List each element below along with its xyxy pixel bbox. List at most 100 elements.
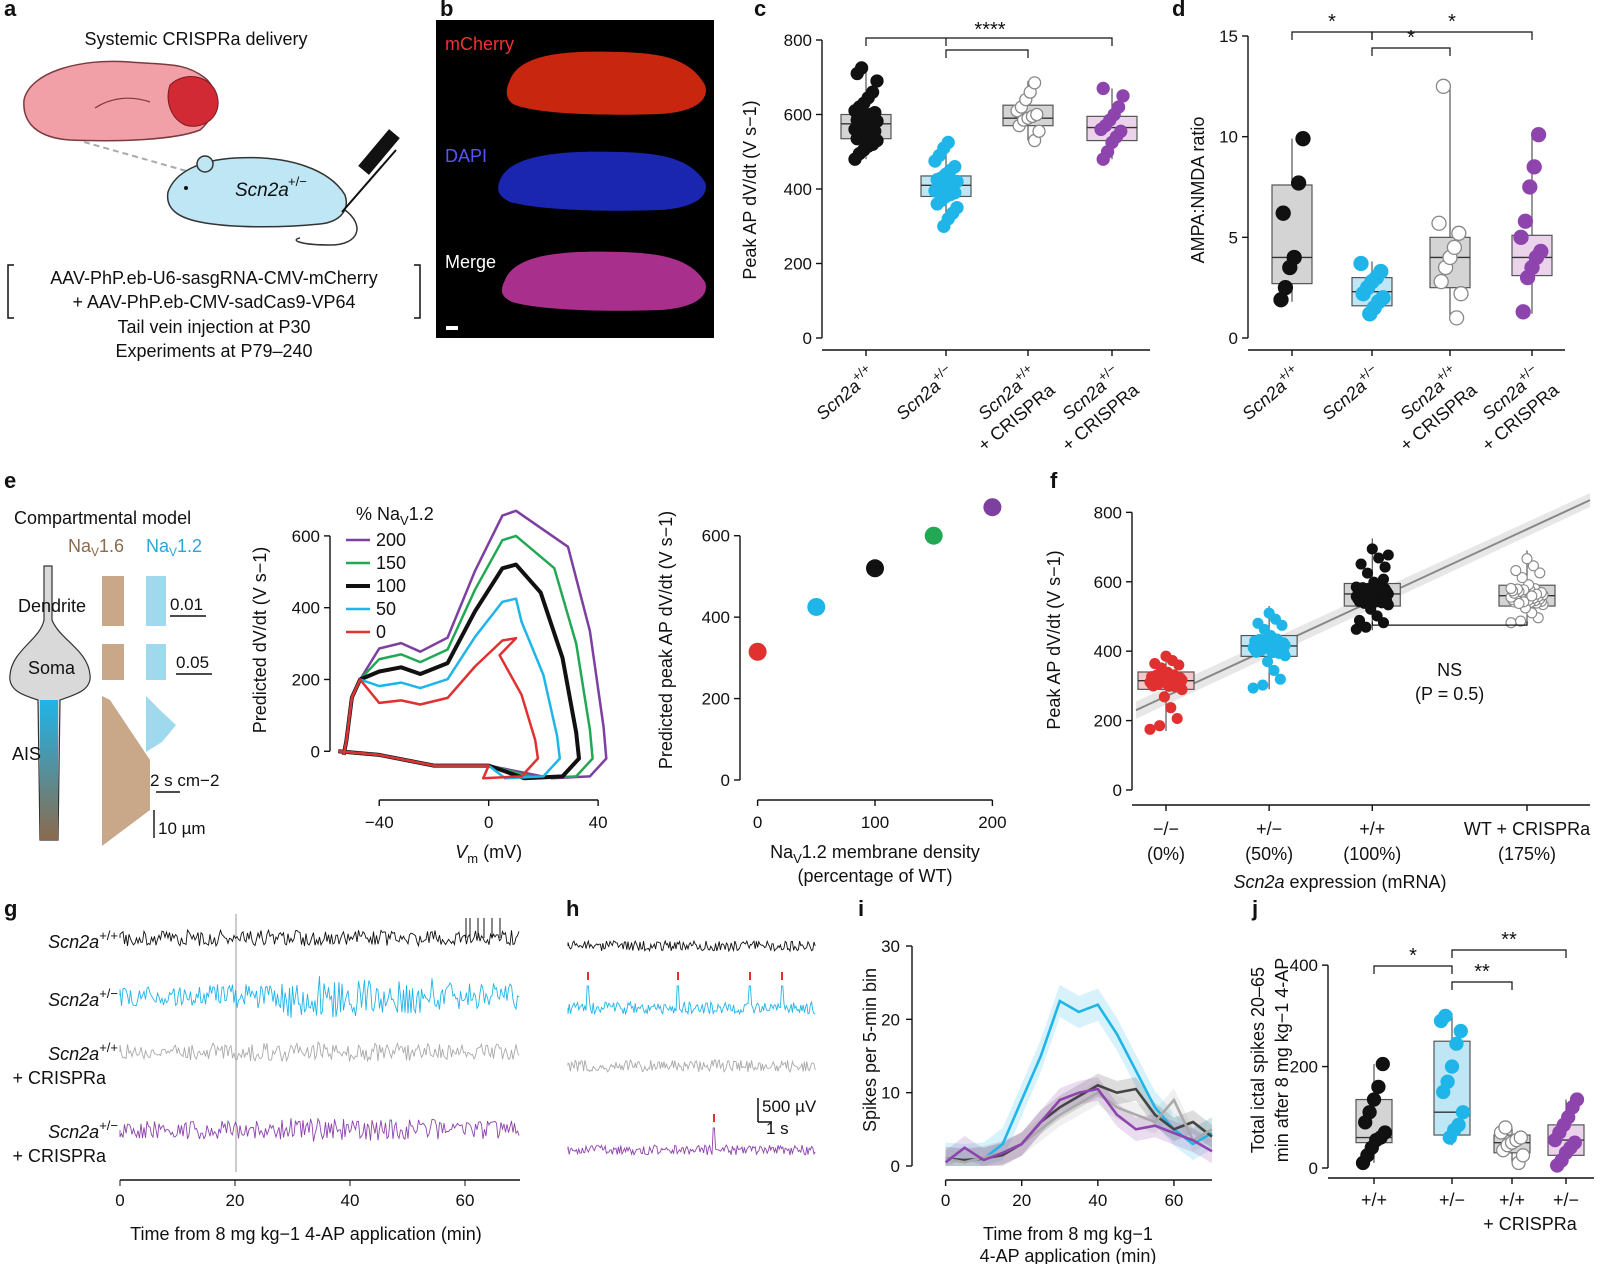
panel-c-chart: 0 200 400 600 800 Peak AP dV/dt (V s−1) Scn2a+… [740,19,1150,455]
f-point [1510,564,1522,577]
f-point [1534,567,1546,579]
f-point [1505,582,1517,595]
d-point [1375,290,1391,306]
d-ytick: 0 [1229,329,1238,348]
d-point [1533,243,1549,260]
f-point [1505,617,1517,629]
panel-a-title: Systemic CRISPRa delivery [84,29,307,49]
e-legend-label: 0 [376,622,386,642]
panel-i-chart: 0 10 20 30 0 20 40 60 Spikes per 5-min bin Time f… [860,937,1213,1264]
d-bracket-2-label: * [1407,27,1415,49]
c-point [870,74,884,88]
f-point [1174,672,1186,684]
panel-g: Scn2a+/+ Scn2a+/− Scn2a+/+ + CRISPRa Scn… [12,914,520,1244]
panel-label-a: a [4,0,17,21]
j-point [1515,1148,1531,1163]
trace-label-2: Scn2a+/− [48,986,118,1010]
e-legend-label: 50 [376,599,396,619]
f-xtick-pct: (0%) [1147,844,1185,864]
d-ytick: 15 [1219,27,1238,46]
e2-xtick: 0 [753,813,762,832]
vector-line-1: AAV-PhP.eb-U6-sasgRNA-CMV-mCherry [50,268,377,288]
d-boxes [1271,78,1553,326]
f-point [1513,597,1525,610]
f-point [1527,560,1539,572]
f-ytick: 600 [1094,573,1122,592]
d-point [1517,213,1534,229]
c-point [1030,107,1044,122]
f-point [1350,581,1362,593]
panel-label-b: b [440,0,453,21]
j-point [1453,1023,1468,1039]
h-scale-time: 1 s [766,1119,789,1138]
trace-label-3-suffix: + CRISPRa [12,1068,107,1088]
c-boxes [840,61,1138,233]
f-xlabel: Scn2a expression (mRNA) [1233,872,1446,892]
d-point [1277,280,1294,296]
c-point [1114,124,1128,138]
h-scale-voltage: 500 µV [762,1097,817,1116]
g-xtick-60: 60 [456,1191,475,1210]
c-point [865,85,880,99]
panel-h-traces [567,939,816,1156]
channel-label-mcherry: mCherry [445,34,514,54]
i-xlabel-1: Time from 8 mg kg−1 [983,1224,1153,1244]
d-group-label: Scn2a+/− [1316,361,1385,424]
panel-f-chart: 0 200 400 600 800 Peak AP dV/dt (V s−1) −/− (0%… [1044,493,1591,892]
panel-label-e: e [4,468,16,493]
j-ytick: 400 [1290,956,1318,975]
c-ytick: 200 [784,255,812,274]
f-point [1377,573,1390,585]
f-point [1373,552,1385,564]
d-point [1530,127,1547,143]
syringe-icon [358,129,400,175]
model-title: Compartmental model [14,508,191,528]
e2-xlabel: NaV1.2 membrane density [770,842,980,866]
c-point [941,135,955,150]
mouse-genotype-sup: +/− [288,174,307,189]
f-point [1361,567,1374,579]
f-point [1247,682,1259,694]
f-xtick: +/+ [1359,819,1385,839]
d-bracket-1 [1291,31,1373,40]
i-series-band [945,1077,1212,1166]
j-ylabel-2: min after 8 mg kg−1 4-AP [1272,958,1292,1163]
e2-xtick: 200 [978,813,1006,832]
trace-label-4: Scn2a+/− [48,1118,118,1142]
trace-label-1: Scn2a+/+ [48,928,118,952]
e-series-line [338,562,581,781]
c-ytick: 800 [784,31,812,50]
j-bracket-3 [1451,949,1567,958]
i-series-band [945,1073,1212,1166]
f-point [1357,595,1369,607]
e2-point [748,642,767,661]
c-point [948,159,962,174]
j-point [1569,1092,1585,1107]
c-group-label: Scn2a+/− [890,361,959,424]
j-bracket-2 [1451,981,1513,990]
f-point [1249,635,1261,647]
e-xtick: −40 [365,813,394,832]
e2-point [983,498,1002,517]
i-xlabel-2: 4-AP application (min) [980,1246,1157,1264]
d-point [1353,255,1369,272]
panel-label-f: f [1050,468,1058,493]
d-point [1286,249,1302,266]
f-ytick: 0 [1113,781,1122,800]
j-bracket-2-label: ** [1474,961,1490,983]
f-point [1252,617,1264,629]
c-point [1027,76,1042,90]
f-point [1257,679,1269,691]
d-ytick: 5 [1229,228,1238,247]
j-point [1375,1056,1390,1072]
f-point [1154,720,1166,732]
f-point [1371,610,1383,622]
f-point [1146,671,1158,683]
d-point [1435,78,1452,94]
f-point [1515,615,1527,627]
j-point [1498,1120,1513,1135]
j-ylabel-1: Total ictal spikes 20–65 [1248,967,1268,1153]
e-xlabel: Vm (mV) [455,842,522,866]
f-p-value: (P = 0.5) [1415,684,1484,704]
